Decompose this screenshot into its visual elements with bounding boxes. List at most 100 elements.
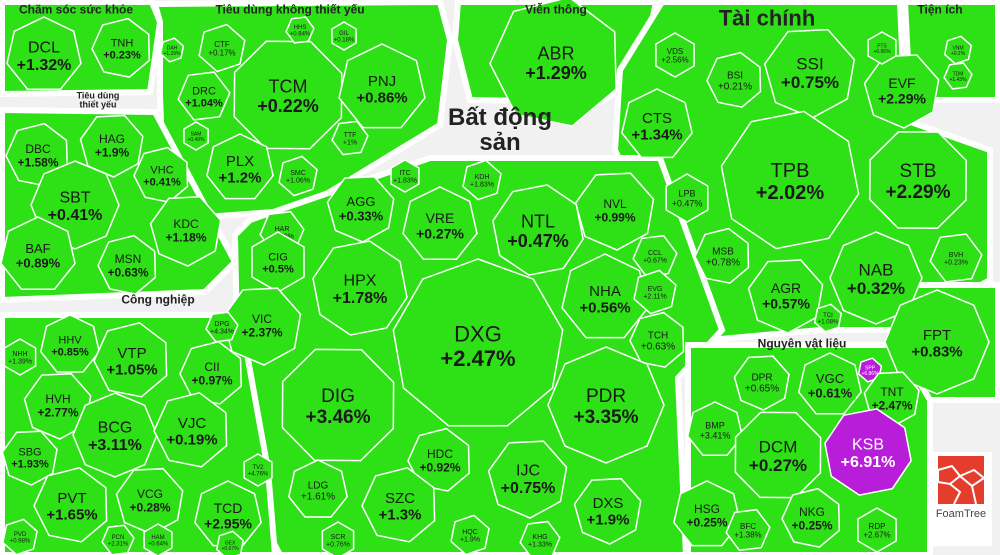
treemap-tile-vcg[interactable]: VCG+0.28% xyxy=(115,467,184,535)
treemap-tile-hhs[interactable]: HHS+0.84% xyxy=(285,16,315,44)
tile-ticker-label: AGR xyxy=(771,280,801,296)
treemap-tile-ham[interactable]: HAM+0.64% xyxy=(143,523,173,555)
treemap-tile-vhc[interactable]: VHC+0.41% xyxy=(133,146,189,203)
treemap-tile-bvh[interactable]: BVH+0.23% xyxy=(929,233,983,283)
treemap-tile-dcl[interactable]: DCL+1.32% xyxy=(6,16,82,90)
tile-change-label: +1.18% xyxy=(165,230,206,244)
treemap-tile-vgc[interactable]: VGC+0.61% xyxy=(797,352,863,415)
treemap-tile-bcg[interactable]: BCG+3.11% xyxy=(72,392,158,478)
tile-change-label: +0.33% xyxy=(339,208,384,223)
tile-ticker-label: HQC xyxy=(462,529,478,536)
treemap-tile-plx[interactable]: PLX+1.2% xyxy=(206,133,274,200)
treemap-tile-vtp[interactable]: VTP+1.05% xyxy=(93,321,168,398)
treemap-tile-tcm[interactable]: TCM+0.22% xyxy=(233,40,343,150)
treemap-tile-nab[interactable]: NAB+0.32% xyxy=(829,231,923,325)
treemap-tile-sbg[interactable]: SBG+1.93% xyxy=(1,430,58,486)
treemap-tile-agr[interactable]: AGR+0.57% xyxy=(747,259,824,334)
treemap-tile-scr[interactable]: SCR+0.76% xyxy=(321,521,355,555)
tile-change-label: +1.61% xyxy=(301,492,335,503)
treemap-tile-cts[interactable]: CTS+1.34% xyxy=(621,88,693,159)
treemap-tile-ssi[interactable]: SSI+0.75% xyxy=(763,28,856,119)
treemap-tile-dcm[interactable]: DCM+0.27% xyxy=(734,411,822,499)
treemap-tile-dpr[interactable]: DPR+0.65% xyxy=(733,355,790,411)
treemap-tile-tnh[interactable]: TNH+0.23% xyxy=(91,17,151,78)
tile-change-label: +0.75% xyxy=(781,73,839,92)
treemap-tile-tci[interactable]: TCI+1.08% xyxy=(813,303,843,333)
treemap-tile-itc[interactable]: ITC+1.83% xyxy=(390,159,420,193)
treemap-tile-agg[interactable]: AGG+0.33% xyxy=(326,175,395,243)
treemap-tile-vre[interactable]: VRE+0.27% xyxy=(402,186,478,260)
treemap-tile-kdc[interactable]: KDC+1.18% xyxy=(149,196,222,267)
treemap-tile-vds[interactable]: VDS+2.56% xyxy=(655,32,695,78)
tile-shape xyxy=(243,453,273,487)
tile-ticker-label: EVF xyxy=(888,75,915,91)
treemap-tile-pnj[interactable]: PNJ+0.86% xyxy=(338,43,426,129)
treemap-tile-gil[interactable]: GIL+0.18% xyxy=(331,21,357,51)
treemap-tile-ksb[interactable]: KSB+6.91% xyxy=(824,408,912,496)
treemap-tile-ldg[interactable]: LDG+1.61% xyxy=(287,459,349,518)
treemap-tile-rdp[interactable]: RDP+2.67% xyxy=(857,507,897,553)
treemap-tile-khg[interactable]: KHG+1.33% xyxy=(519,520,561,555)
tile-shape xyxy=(23,372,92,440)
treemap-tile-cii[interactable]: CII+0.97% xyxy=(179,340,242,405)
treemap-tile-hag[interactable]: HAG+1.9% xyxy=(79,114,144,178)
treemap-tile-ttf[interactable]: TTF+1% xyxy=(331,120,369,156)
treemap-tile-vjc[interactable]: VJC+0.19% xyxy=(153,391,228,468)
treemap-tile-ctf[interactable]: CTF+0.17% xyxy=(198,23,246,73)
treemap-tile-pvt[interactable]: PVT+1.65% xyxy=(33,466,108,543)
tile-change-label: +0.75% xyxy=(501,480,556,497)
treemap-tile-drc[interactable]: DRC+1.04% xyxy=(177,71,231,121)
treemap-tile-ntl[interactable]: NTL+0.47% xyxy=(492,184,584,276)
treemap-tile-abr[interactable]: ABR+1.29% xyxy=(489,0,617,127)
tile-ticker-label: NVL xyxy=(603,197,627,211)
tile-ticker-label: DRC xyxy=(192,85,216,97)
treemap-tile-fts[interactable]: FTS+0.96% xyxy=(867,31,897,65)
treemap-tile-pdr[interactable]: PDR+3.35% xyxy=(547,346,665,464)
treemap-tile-hhv[interactable]: HHV+0.85% xyxy=(39,314,101,373)
treemap-tile-baf[interactable]: BAF+0.89% xyxy=(0,216,76,290)
sector-title-telecom: Viễn thông xyxy=(525,2,587,17)
treemap-tile-nvl[interactable]: NVL+0.99% xyxy=(574,172,655,251)
treemap-tile-cig[interactable]: CIG+0.5% xyxy=(251,231,305,293)
treemap-tile-tdm[interactable]: TDM+1.43% xyxy=(943,62,973,90)
treemap-tile-hsg[interactable]: HSG+0.25% xyxy=(673,480,741,547)
treemap-tile-msn[interactable]: MSN+0.63% xyxy=(97,234,157,295)
treemap-tile-sam[interactable]: SAM+0.49% xyxy=(183,121,209,151)
treemap-tile-msb[interactable]: MSB+0.78% xyxy=(694,227,750,284)
tile-ticker-label: HAR xyxy=(275,226,290,233)
tile-change-label: +0.56% xyxy=(579,299,630,316)
tile-ticker-label: VDS xyxy=(667,47,683,56)
treemap-tile-vic[interactable]: VIC+2.37% xyxy=(221,287,302,366)
treemap-tile-lpb[interactable]: LPB+0.47% xyxy=(665,173,709,223)
treemap-tile-tpb[interactable]: TPB+2.02% xyxy=(720,110,860,250)
treemap-tile-hvh[interactable]: HVH+2.77% xyxy=(23,372,92,440)
treemap-tile-szc[interactable]: SZC+1.3% xyxy=(361,466,436,543)
tile-change-label: +1.2% xyxy=(219,169,262,186)
tile-change-label: +0.21% xyxy=(718,82,752,93)
tile-shape xyxy=(884,289,990,395)
treemap-tile-nkg[interactable]: NKG+0.25% xyxy=(781,487,841,548)
treemap-tile-kdh[interactable]: KDH+1.83% xyxy=(462,159,502,201)
treemap-tile-tv2[interactable]: TV2+4.76% xyxy=(243,453,273,487)
treemap-tile-dxs[interactable]: DXS+1.9% xyxy=(573,477,642,545)
treemap-tile-bsi[interactable]: BSI+0.21% xyxy=(706,51,762,108)
treemap-tile-smc[interactable]: SMC+1.06% xyxy=(278,155,318,197)
treemap-tile-gex[interactable]: GEX+0.67% xyxy=(215,530,245,555)
treemap-tile-bfc[interactable]: BFC+1.38% xyxy=(725,508,771,552)
treemap-tile-evg[interactable]: EVG+2.11% xyxy=(633,269,677,315)
treemap-tile-nhh[interactable]: NHH+1.39% xyxy=(3,338,37,376)
treemap-tile-bmp[interactable]: BMP+3.41% xyxy=(686,401,744,456)
treemap-tile-fpt[interactable]: FPT+0.83% xyxy=(884,289,990,395)
treemap-tile-ijc[interactable]: IJC+0.75% xyxy=(487,440,568,519)
treemap-tile-hdc[interactable]: HDC+0.92% xyxy=(407,427,470,492)
treemap-tile-dah[interactable]: DAH+1.29% xyxy=(159,37,185,63)
treemap-tile-ccl[interactable]: CCL+0.67% xyxy=(632,234,678,278)
treemap-tile-dxg[interactable]: DXG+2.47% xyxy=(392,258,564,427)
treemap-tile-spp[interactable]: SPP+6.86% xyxy=(857,357,883,383)
tile-change-label: +0.63% xyxy=(641,342,675,353)
treemap-tile-dig[interactable]: DIG+3.46% xyxy=(281,348,395,462)
treemap-tile-hpx[interactable]: HPX+1.78% xyxy=(312,240,408,336)
treemap-tile-evf[interactable]: EVF+2.29% xyxy=(863,54,940,129)
treemap-tile-stb[interactable]: STB+2.29% xyxy=(869,131,967,229)
treemap-tile-tch[interactable]: TCH+0.63% xyxy=(629,311,685,368)
